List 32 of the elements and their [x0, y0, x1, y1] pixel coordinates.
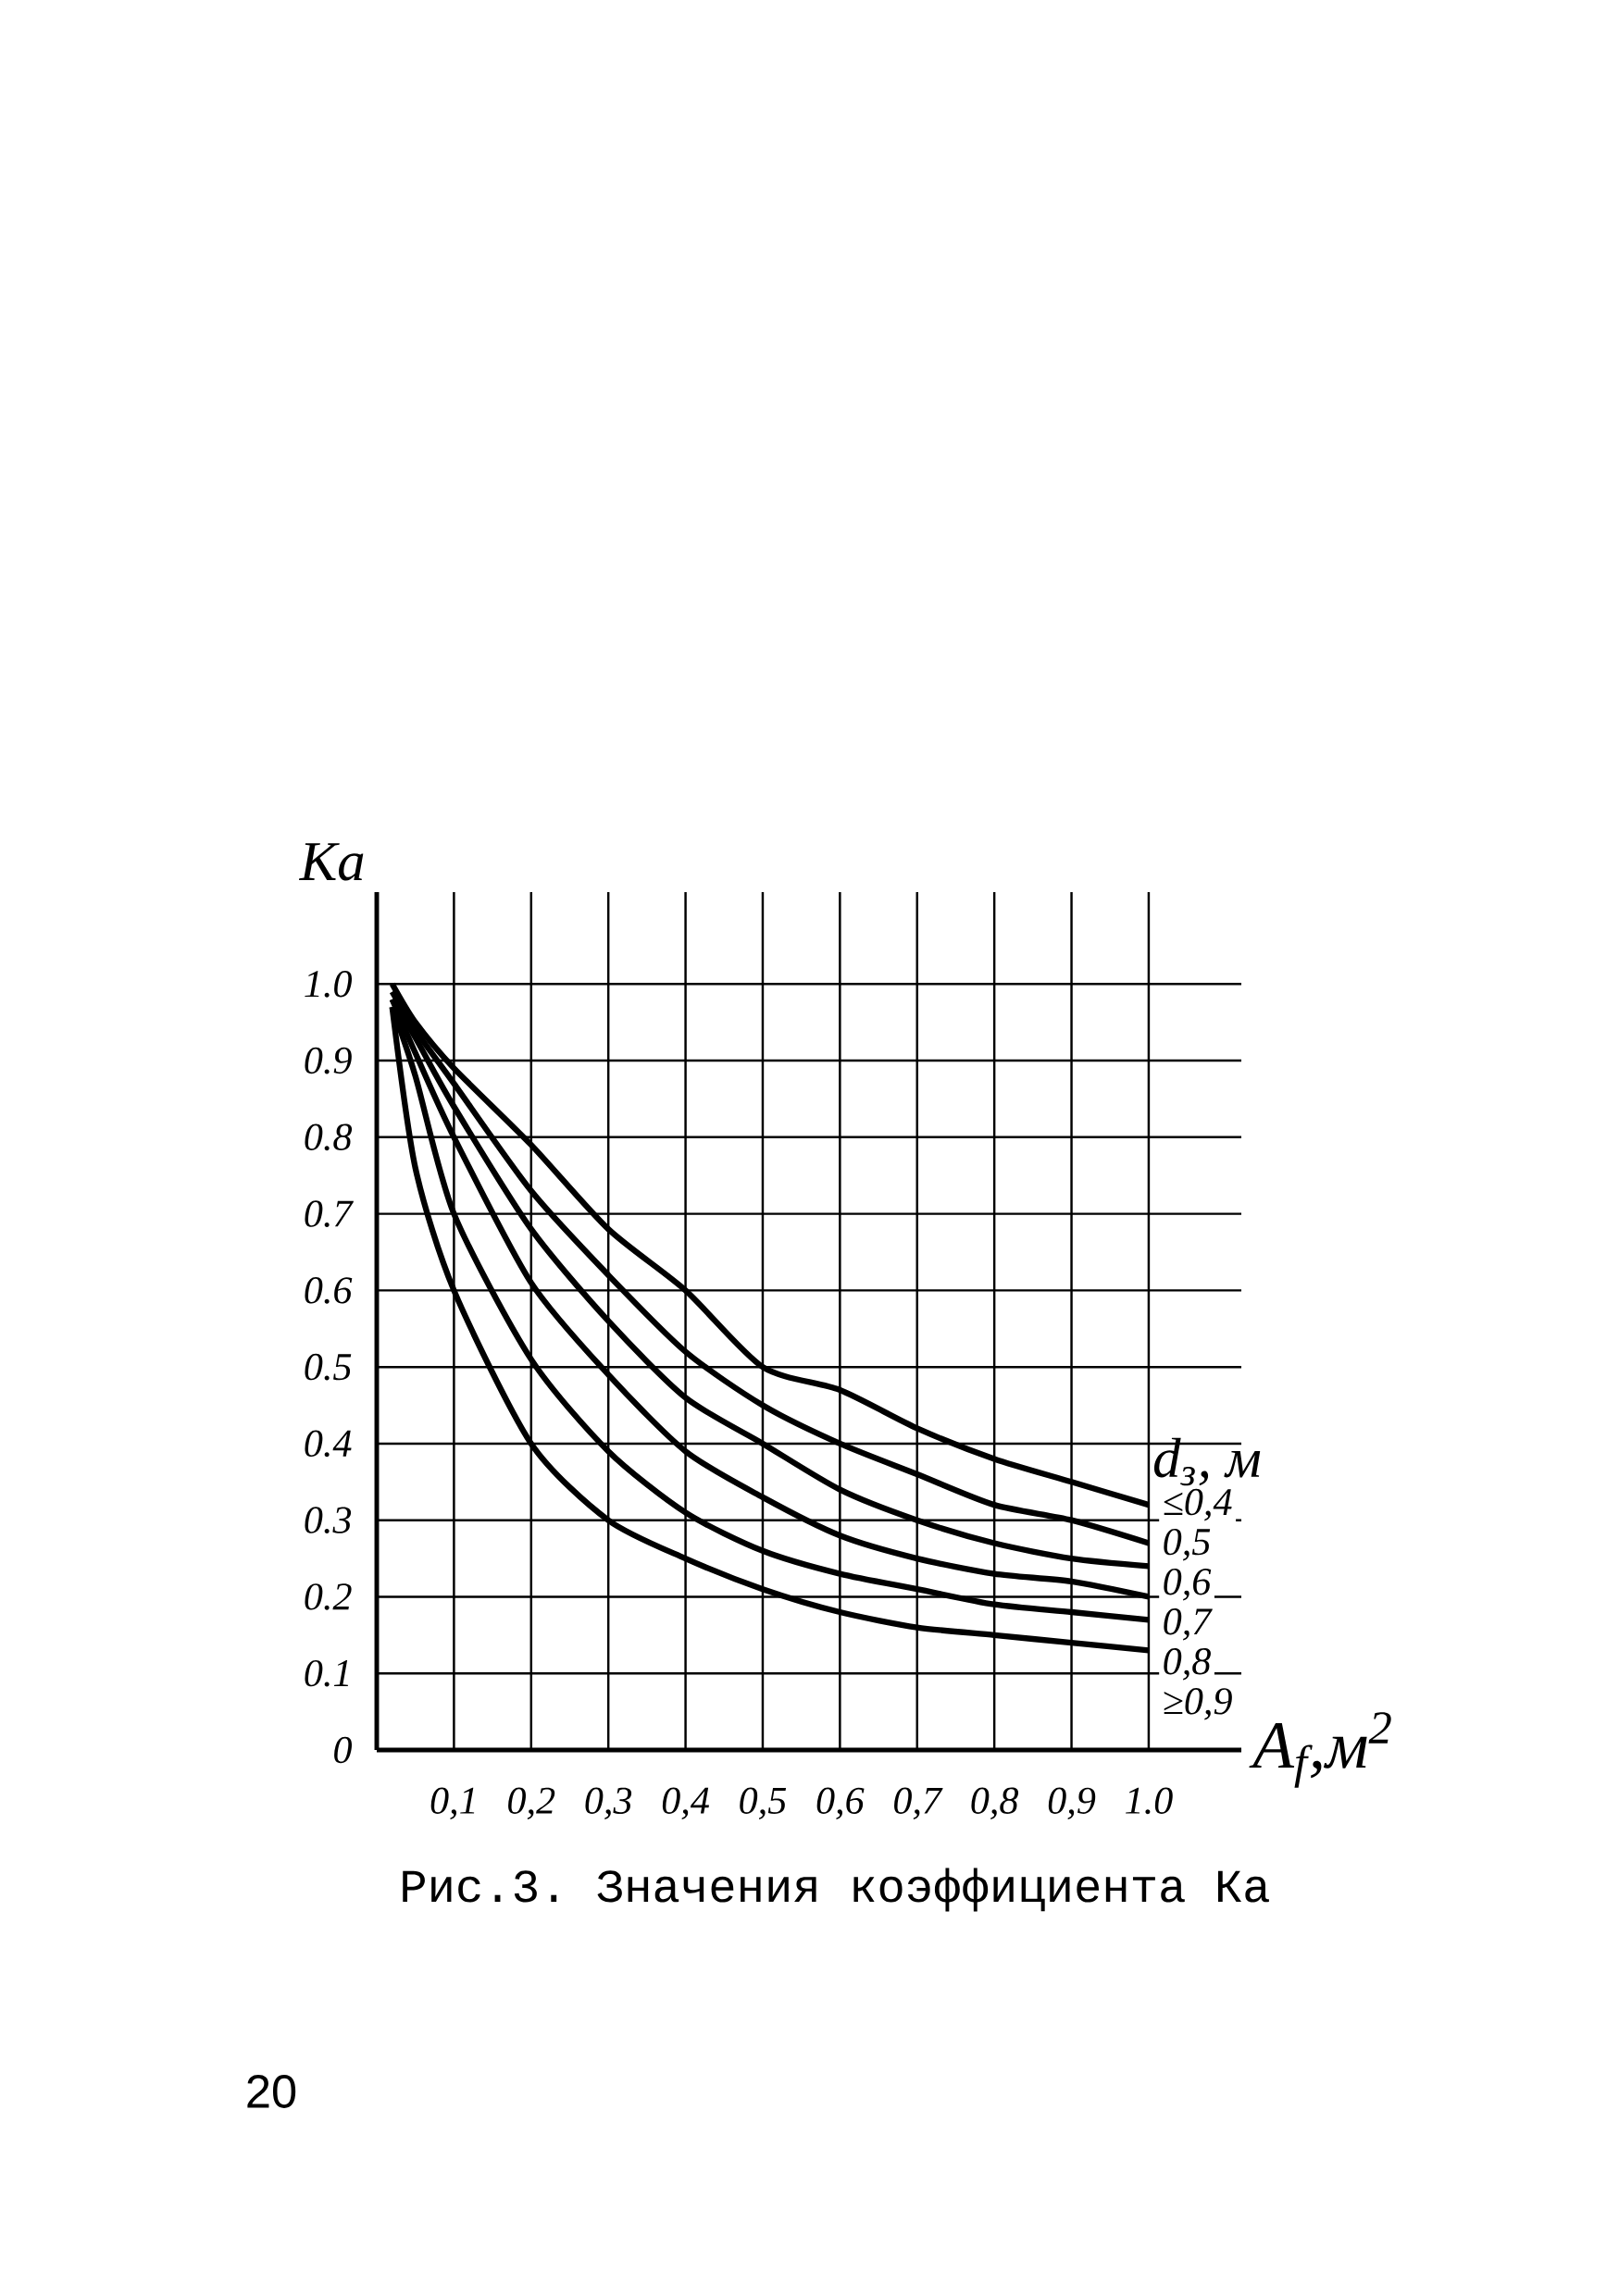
x-tick-label: 1.0	[1126, 1787, 1173, 1815]
series-label: ≥0,9	[1164, 1688, 1232, 1720]
series-label: 0,7	[1164, 1607, 1213, 1641]
x-axis-title: A$_{f}$,м$^{2}$	[1249, 1712, 1391, 1788]
series-label: 0,5	[1164, 1528, 1211, 1561]
x-tick-label: 0,6	[816, 1787, 865, 1820]
legend-title: d$_{з}$, м	[1153, 1437, 1261, 1486]
y-tick-label: 0.2	[305, 1583, 352, 1610]
series-label: 0,8	[1164, 1648, 1211, 1681]
x-tick-label: 0,3	[585, 1787, 632, 1820]
x-tick-label: 0,7	[894, 1787, 943, 1820]
text: 20	[247, 2075, 296, 2108]
x-tick-label: 0,2	[508, 1787, 555, 1820]
x-tick-label: 0,9	[1048, 1787, 1096, 1820]
y-tick-label: 0.7	[305, 1200, 354, 1227]
y-tick-label: 0.4	[305, 1430, 352, 1458]
series-label: 0,6	[1164, 1568, 1212, 1601]
y-axis-title: Ka	[299, 843, 364, 881]
x-tick-label: 0,5	[740, 1787, 787, 1820]
y-tick-label: 0	[334, 1736, 352, 1764]
x-tick-label: 0,1	[430, 1787, 475, 1820]
x-tick-label: 0,4	[662, 1787, 709, 1820]
x-tick-label: 0,8	[971, 1787, 1019, 1820]
series-label: ≤0,4	[1164, 1488, 1232, 1521]
text: Рис.3. Значения коэффициента Ка	[403, 1868, 1269, 1912]
y-tick-label: 0.3	[305, 1507, 352, 1534]
y-tick-label: 0.1	[305, 1659, 348, 1687]
y-tick-label: 1.0	[305, 970, 352, 998]
y-tick-label: 0.6	[305, 1277, 353, 1304]
y-tick-label: 0.8	[305, 1123, 353, 1151]
y-tick-label: 0.5	[305, 1353, 352, 1381]
y-tick-label: 0.9	[305, 1047, 352, 1074]
